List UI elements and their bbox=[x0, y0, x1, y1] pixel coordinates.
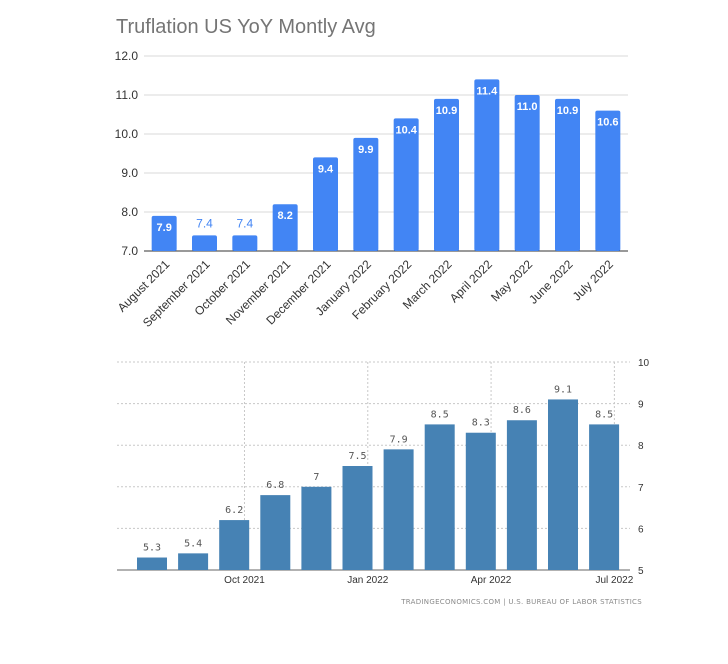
data-label: 9.9 bbox=[358, 144, 373, 156]
y-tick-label: 6 bbox=[638, 524, 644, 535]
bar bbox=[548, 399, 578, 570]
data-label: 6.2 bbox=[225, 505, 243, 516]
bar bbox=[393, 118, 419, 252]
data-label: 8.6 bbox=[513, 405, 531, 416]
y-tick-label: 7.0 bbox=[121, 244, 138, 258]
data-label: 9.4 bbox=[318, 163, 334, 175]
bar bbox=[313, 157, 338, 251]
data-label: 7.4 bbox=[196, 216, 213, 230]
data-label: 6.8 bbox=[266, 480, 284, 491]
bar bbox=[595, 110, 621, 251]
x-tick-label: Oct 2021 bbox=[224, 575, 265, 586]
y-tick-label: 5 bbox=[638, 566, 644, 577]
bar bbox=[424, 424, 455, 570]
y-tick-label: 9.0 bbox=[121, 166, 138, 180]
bar bbox=[353, 137, 379, 251]
data-label: 7.9 bbox=[390, 434, 408, 445]
y-tick-label: 10.0 bbox=[115, 127, 139, 141]
bar bbox=[260, 495, 291, 570]
y-tick-label: 9 bbox=[638, 400, 644, 411]
data-label: 7 bbox=[313, 472, 319, 483]
y-tick-label: 10 bbox=[638, 358, 650, 369]
bar bbox=[474, 79, 500, 252]
bar bbox=[272, 204, 298, 251]
data-label: 10.9 bbox=[557, 105, 578, 117]
data-label: 7.5 bbox=[348, 451, 366, 462]
data-label: 10.6 bbox=[597, 117, 618, 129]
data-label: 5.4 bbox=[184, 538, 202, 549]
data-label: 5.3 bbox=[143, 543, 161, 554]
bar bbox=[219, 520, 250, 570]
truflation-bar-chart: 7.9 7.4 7.4 8.2 9.4 9.9 10.4 10.9 11.4 11.0 10.9 10… bbox=[115, 49, 628, 330]
x-tick-label: Apr 2022 bbox=[471, 575, 512, 586]
y-tick-label: 8 bbox=[638, 441, 644, 452]
data-label: 8.2 bbox=[278, 210, 293, 222]
x-tick-label: Jan 2022 bbox=[347, 575, 389, 586]
x-tick-label: Jul 2022 bbox=[595, 575, 633, 586]
bar bbox=[192, 235, 217, 251]
data-label: 7.4 bbox=[236, 216, 253, 230]
data-label: 9.1 bbox=[554, 384, 572, 395]
bar bbox=[555, 98, 580, 252]
bar bbox=[465, 432, 496, 570]
data-label: 10.9 bbox=[436, 105, 457, 117]
data-label: 8.3 bbox=[472, 418, 490, 429]
chart-title: Truflation US YoY Montly Avg bbox=[116, 16, 376, 38]
y-tick-label: 11.0 bbox=[116, 88, 139, 102]
data-label: 8.5 bbox=[595, 409, 613, 420]
data-label: 11.4 bbox=[476, 85, 498, 97]
bar bbox=[232, 235, 258, 251]
source-note: TRADINGECONOMICS.COM | U.S. BUREAU OF LA… bbox=[401, 598, 642, 606]
bar bbox=[178, 553, 209, 570]
bar bbox=[434, 98, 459, 252]
y-tick-label: 8.0 bbox=[121, 205, 138, 219]
bar bbox=[151, 215, 177, 251]
data-label: 7.9 bbox=[157, 222, 172, 234]
bar bbox=[301, 486, 332, 570]
bar bbox=[589, 424, 620, 570]
bar bbox=[137, 557, 167, 570]
bar bbox=[514, 95, 540, 251]
bar bbox=[342, 466, 373, 570]
bar bbox=[506, 420, 537, 570]
y-tick-label: 12.0 bbox=[115, 49, 139, 63]
data-label: 8.5 bbox=[431, 409, 449, 420]
bar bbox=[383, 449, 414, 570]
data-label: 10.4 bbox=[395, 124, 417, 136]
y-tick-label: 7 bbox=[638, 483, 644, 494]
data-label: 11.0 bbox=[517, 101, 538, 113]
